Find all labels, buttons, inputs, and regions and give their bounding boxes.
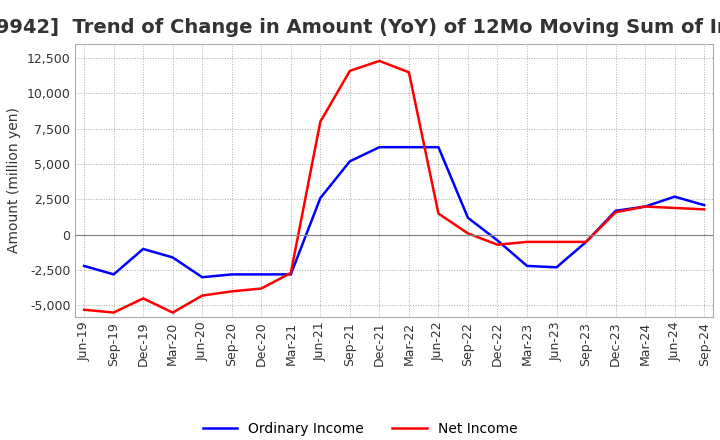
Net Income: [139, 296, 148, 301]
Net Income: [552, 239, 561, 245]
Ordinary Income: [228, 272, 236, 277]
Net Income: [523, 239, 531, 245]
Ordinary Income: [198, 275, 207, 280]
Ordinary Income: [80, 263, 89, 268]
Ordinary Income: [464, 215, 472, 220]
Ordinary Income: [552, 265, 561, 270]
Ordinary Income: [109, 272, 118, 277]
Legend: Ordinary Income, Net Income: Ordinary Income, Net Income: [197, 417, 523, 440]
Ordinary Income: [523, 263, 531, 268]
Net Income: [228, 289, 236, 294]
Ordinary Income: [316, 195, 325, 201]
Ordinary Income: [641, 204, 649, 209]
Ordinary Income: [346, 159, 354, 164]
Ordinary Income: [434, 145, 443, 150]
Ordinary Income: [700, 202, 708, 208]
Ordinary Income: [168, 255, 177, 260]
Net Income: [316, 119, 325, 125]
Net Income: [641, 204, 649, 209]
Net Income: [464, 231, 472, 236]
Ordinary Income: [257, 272, 266, 277]
Net Income: [493, 242, 502, 247]
Net Income: [346, 68, 354, 73]
Ordinary Income: [611, 208, 620, 213]
Ordinary Income: [405, 145, 413, 150]
Ordinary Income: [287, 272, 295, 277]
Net Income: [434, 211, 443, 216]
Ordinary Income: [670, 194, 679, 199]
Net Income: [405, 70, 413, 75]
Net Income: [287, 270, 295, 275]
Net Income: [168, 310, 177, 315]
Net Income: [670, 205, 679, 211]
Line: Ordinary Income: Ordinary Income: [84, 147, 704, 277]
Y-axis label: Amount (million yen): Amount (million yen): [7, 107, 21, 253]
Net Income: [257, 286, 266, 291]
Line: Net Income: Net Income: [84, 61, 704, 312]
Net Income: [611, 209, 620, 215]
Ordinary Income: [375, 145, 384, 150]
Ordinary Income: [139, 246, 148, 252]
Ordinary Income: [582, 239, 590, 245]
Net Income: [80, 307, 89, 312]
Title: [9942]  Trend of Change in Amount (YoY) of 12Mo Moving Sum of Incomes: [9942] Trend of Change in Amount (YoY) o…: [0, 18, 720, 37]
Net Income: [582, 239, 590, 245]
Ordinary Income: [493, 238, 502, 243]
Net Income: [198, 293, 207, 298]
Net Income: [375, 59, 384, 64]
Net Income: [109, 310, 118, 315]
Net Income: [700, 207, 708, 212]
